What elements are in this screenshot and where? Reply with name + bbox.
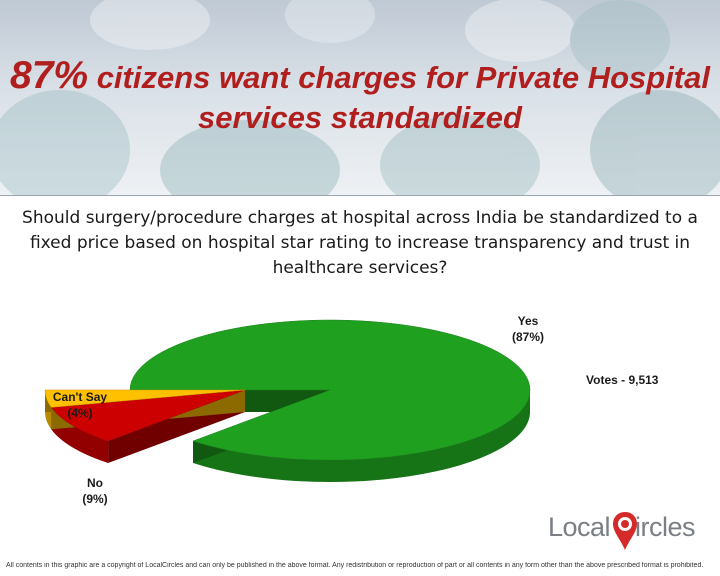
header-banner: 87% citizens want charges for Private Ho… [0, 0, 720, 195]
localcircles-logo: Local ircles [548, 506, 718, 558]
slice-no [50, 389, 246, 442]
operating-room-photo [0, 0, 720, 195]
label-no-pct: (9%) [82, 492, 108, 506]
copyright-footer: All contents in this graphic are a copyr… [6, 562, 704, 569]
map-pin-icon [613, 512, 637, 550]
headline-line1: citizens want charges for Private Hospit… [96, 60, 710, 95]
label-no: No (9%) [70, 475, 120, 507]
slice-can-t-say [44, 389, 246, 408]
slice-side-0-0 [193, 390, 530, 482]
slice-yes [129, 319, 531, 461]
label-yes-name: Yes [517, 314, 539, 328]
vote-count: Votes - 9,513 [586, 373, 659, 387]
label-cant-say-pct: (4%) [67, 406, 93, 420]
label-yes: Yes (87%) [498, 313, 558, 345]
label-cant-say-name: Can't Say [52, 390, 108, 404]
headline-line2: services standardized [198, 100, 522, 135]
logo-text-right: ircles [635, 512, 696, 542]
label-cant-say: Can't Say (4%) [40, 389, 120, 421]
headline-percent: 87% [10, 54, 89, 97]
label-yes-pct: (87%) [511, 330, 544, 344]
label-no-name: No [87, 476, 103, 490]
pie-chart [44, 319, 531, 482]
survey-question: Should surgery/procedure charges at hosp… [22, 208, 698, 278]
header-divider [0, 195, 720, 196]
headline: 87% citizens want charges for Private Ho… [0, 56, 720, 138]
logo-text-left: Local [548, 512, 611, 542]
